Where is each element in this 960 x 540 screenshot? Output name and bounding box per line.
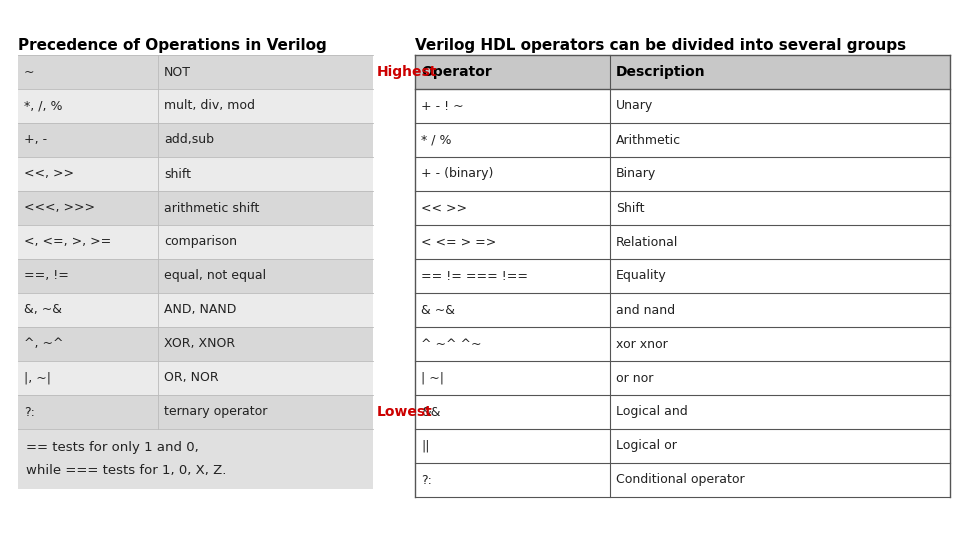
Text: Equality: Equality <box>616 269 667 282</box>
Text: and nand: and nand <box>616 303 675 316</box>
Text: ternary operator: ternary operator <box>164 406 268 419</box>
Bar <box>18 55 373 89</box>
Bar <box>18 429 373 489</box>
Text: AND, NAND: AND, NAND <box>164 303 236 316</box>
Text: & ~&: & ~& <box>421 303 455 316</box>
Text: *, /, %: *, /, % <box>24 99 62 112</box>
Bar <box>415 463 950 497</box>
Text: ||: || <box>421 440 429 453</box>
Text: arithmetic shift: arithmetic shift <box>164 201 259 214</box>
Bar <box>415 395 950 429</box>
Bar <box>415 89 950 123</box>
Text: <, <=, >, >=: <, <=, >, >= <box>24 235 111 248</box>
Text: == != === !==: == != === !== <box>421 269 528 282</box>
Text: <<<, >>>: <<<, >>> <box>24 201 95 214</box>
Text: equal, not equal: equal, not equal <box>164 269 266 282</box>
Text: XOR, XNOR: XOR, XNOR <box>164 338 235 350</box>
Text: ~: ~ <box>24 65 35 78</box>
Text: Highest: Highest <box>377 65 438 79</box>
Text: or nor: or nor <box>616 372 654 384</box>
Text: Lowest: Lowest <box>377 405 433 419</box>
Bar <box>18 191 373 225</box>
Text: << >>: << >> <box>421 201 467 214</box>
Bar <box>18 225 373 259</box>
Text: |, ~|: |, ~| <box>24 372 51 384</box>
Text: mult, div, mod: mult, div, mod <box>164 99 255 112</box>
Bar <box>415 123 950 157</box>
Text: Verilog HDL operators can be divided into several groups: Verilog HDL operators can be divided int… <box>415 38 906 53</box>
Bar <box>415 327 950 361</box>
Text: while === tests for 1, 0, X, Z.: while === tests for 1, 0, X, Z. <box>26 464 227 477</box>
Bar <box>415 361 950 395</box>
Text: Shift: Shift <box>616 201 644 214</box>
Text: < <= > =>: < <= > => <box>421 235 496 248</box>
Text: ==, !=: ==, != <box>24 269 69 282</box>
Text: + - ! ~: + - ! ~ <box>421 99 464 112</box>
Bar <box>415 429 950 463</box>
Text: Conditional operator: Conditional operator <box>616 474 745 487</box>
Bar <box>415 225 950 259</box>
Bar <box>415 191 950 225</box>
Text: Arithmetic: Arithmetic <box>616 133 682 146</box>
Text: * / %: * / % <box>421 133 451 146</box>
Bar <box>415 157 950 191</box>
Bar <box>18 259 373 293</box>
Bar <box>415 293 950 327</box>
Text: Relational: Relational <box>616 235 679 248</box>
Text: comparison: comparison <box>164 235 237 248</box>
Bar <box>18 157 373 191</box>
Text: Binary: Binary <box>616 167 657 180</box>
Bar <box>18 395 373 429</box>
Text: add,sub: add,sub <box>164 133 214 146</box>
Text: &&: && <box>421 406 441 419</box>
Text: xor xnor: xor xnor <box>616 338 668 350</box>
Bar <box>18 327 373 361</box>
Text: ^, ~^: ^, ~^ <box>24 338 63 350</box>
Text: Operator: Operator <box>421 65 492 79</box>
Text: Unary: Unary <box>616 99 653 112</box>
Text: NOT: NOT <box>164 65 191 78</box>
Text: OR, NOR: OR, NOR <box>164 372 219 384</box>
Text: ?:: ?: <box>24 406 35 419</box>
Text: +, -: +, - <box>24 133 47 146</box>
Bar <box>18 123 373 157</box>
Text: Description: Description <box>616 65 706 79</box>
Text: Logical and: Logical and <box>616 406 687 419</box>
Text: ?:: ?: <box>421 474 432 487</box>
Text: ^ ~^ ^~: ^ ~^ ^~ <box>421 338 482 350</box>
Text: Precedence of Operations in Verilog: Precedence of Operations in Verilog <box>18 38 326 53</box>
Bar <box>18 361 373 395</box>
Text: <<, >>: <<, >> <box>24 167 74 180</box>
Text: &, ~&: &, ~& <box>24 303 62 316</box>
Bar <box>415 259 950 293</box>
Bar <box>18 293 373 327</box>
Text: + - (binary): + - (binary) <box>421 167 493 180</box>
Text: == tests for only 1 and 0,: == tests for only 1 and 0, <box>26 441 199 454</box>
Bar <box>18 89 373 123</box>
Text: Logical or: Logical or <box>616 440 677 453</box>
Bar <box>415 55 950 89</box>
Text: shift: shift <box>164 167 191 180</box>
Text: | ~|: | ~| <box>421 372 444 384</box>
